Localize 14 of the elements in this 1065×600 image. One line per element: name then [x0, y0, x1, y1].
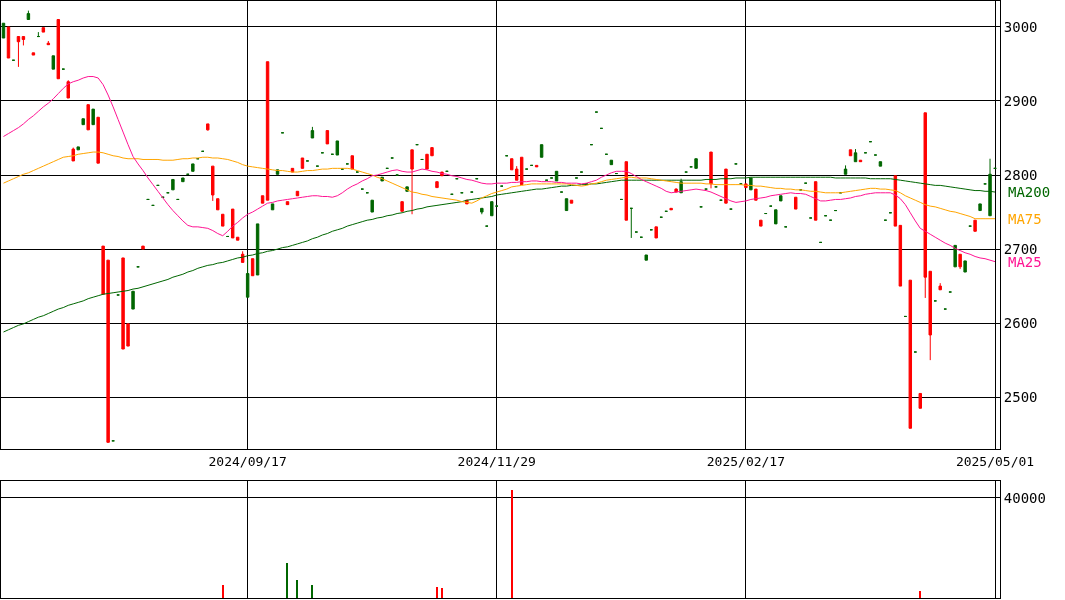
x-tick-label: 2025/05/01 — [955, 453, 1035, 469]
y-tick-label: 2600 — [1003, 315, 1038, 332]
x-tick-label: 2024/09/17 — [208, 453, 287, 469]
series-label: MA200 — [1008, 184, 1051, 200]
y-tick-label: 3000 — [1003, 18, 1038, 35]
x-tick-label: 2025/02/17 — [706, 453, 786, 469]
y-tick-label: 2800 — [1003, 166, 1038, 183]
y-tick-label: 40000 — [1003, 489, 1046, 506]
series-label: MA75 — [1008, 211, 1042, 227]
y-tick-label: 2700 — [1003, 240, 1038, 257]
y-tick-label: 2500 — [1003, 389, 1038, 406]
x-tick-label: 2024/11/29 — [457, 453, 536, 469]
y-tick-label: 2900 — [1003, 92, 1038, 109]
series-label: MA25 — [1008, 254, 1042, 270]
